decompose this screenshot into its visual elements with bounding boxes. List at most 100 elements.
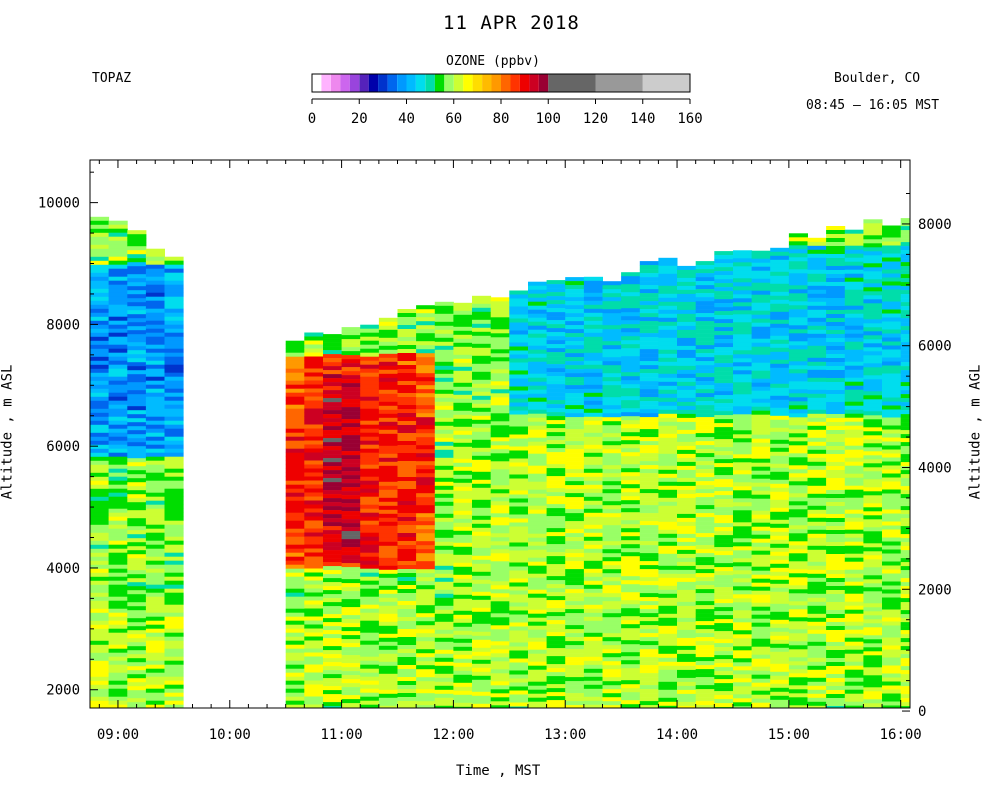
ozone-cell (416, 397, 436, 402)
ozone-cell (145, 400, 165, 405)
ozone-cell (714, 639, 734, 644)
ozone-cell (882, 701, 902, 706)
ozone-cell (658, 457, 678, 463)
ozone-cell (863, 439, 883, 444)
ozone-cell (378, 617, 398, 623)
ozone-cell (714, 595, 734, 600)
ozone-cell (807, 301, 827, 307)
ozone-cell (341, 695, 361, 700)
ozone-cell (751, 378, 771, 383)
ozone-cell (378, 605, 398, 611)
ozone-cell (807, 257, 827, 263)
ozone-cell (416, 661, 436, 666)
ozone-cell (788, 541, 808, 546)
ozone-cell (127, 514, 147, 519)
ozone-cell (323, 434, 343, 439)
ozone-cell (788, 401, 808, 406)
ozone-cell (434, 649, 454, 655)
ozone-cell (341, 607, 361, 612)
ozone-cell (733, 386, 753, 391)
ozone-cell (714, 307, 734, 312)
ozone-cell (882, 401, 902, 406)
ozone-cell (285, 612, 305, 617)
ozone-cell (658, 693, 678, 699)
ozone-cell (108, 268, 128, 273)
ozone-cell (565, 473, 585, 478)
ozone-cell (453, 534, 473, 540)
ozone-cell (639, 357, 659, 362)
ozone-cell (751, 674, 771, 679)
ozone-cell (472, 539, 492, 545)
ozone-cell (695, 405, 715, 410)
ozone-cell (826, 538, 846, 543)
y-left-tick-label: 2000 (46, 683, 80, 699)
ozone-cell (751, 682, 771, 687)
ozone-cell (509, 670, 529, 675)
ozone-cell (434, 681, 454, 687)
ozone-cell (397, 645, 417, 650)
ozone-cell (733, 590, 753, 595)
ozone-cell (360, 620, 380, 625)
ozone-cell (565, 553, 585, 558)
ozone-cell (621, 356, 641, 361)
ozone-cell (807, 321, 827, 327)
x-tick-label: 16:00 (880, 727, 922, 743)
ozone-cell (528, 473, 548, 478)
ozone-cell (565, 309, 585, 314)
ozone-cell (900, 506, 911, 511)
ozone-cell (108, 644, 128, 649)
ozone-cell (565, 305, 585, 310)
ozone-cell (863, 251, 883, 256)
ozone-cell (546, 576, 566, 581)
ozone-cell (788, 605, 808, 610)
ozone-cell (546, 352, 566, 357)
ozone-cell (490, 489, 510, 494)
ozone-cell (788, 669, 808, 674)
ozone-cell (677, 309, 697, 315)
ozone-cell (285, 620, 305, 625)
ozone-cell (583, 492, 603, 498)
ozone-cell (108, 608, 128, 613)
ozone-cell (807, 509, 827, 515)
ozone-cell (695, 385, 715, 390)
ozone-cell (826, 302, 846, 307)
ozone-cell (145, 696, 165, 701)
ozone-cell (602, 669, 622, 674)
ozone-cell (863, 407, 883, 412)
ozone-cell (360, 568, 380, 573)
ozone-cell (863, 667, 883, 672)
ozone-cell (639, 609, 659, 614)
ozone-cell (323, 634, 343, 639)
ozone-cell (509, 694, 529, 699)
ozone-cell (434, 441, 454, 447)
ozone-cell (807, 261, 827, 267)
ozone-cell (788, 681, 808, 686)
ozone-cell (453, 422, 473, 428)
ozone-cell (695, 365, 715, 370)
ozone-cell (528, 573, 548, 578)
ozone-cell (360, 356, 380, 361)
ozone-cell (509, 654, 529, 659)
ozone-cell (658, 617, 678, 623)
ozone-cell (323, 386, 343, 391)
ozone-cell (341, 703, 361, 708)
ozone-cell (565, 597, 585, 602)
ozone-cell (882, 389, 902, 394)
ozone-cell (285, 652, 305, 657)
ozone-cell (677, 333, 697, 339)
ozone-cell (602, 637, 622, 642)
ozone-cell (677, 289, 697, 295)
ozone-cell (528, 333, 548, 338)
ozone-cell (602, 285, 622, 290)
ozone-cell (453, 434, 473, 440)
ozone-cell (677, 285, 697, 291)
ozone-cell (770, 431, 790, 437)
ozone-cell (807, 529, 827, 535)
ozone-cell (639, 693, 659, 698)
ozone-cell (900, 314, 911, 319)
ozone-cell (751, 306, 771, 311)
ozone-cell (472, 519, 492, 525)
ozone-cell (164, 588, 184, 593)
ozone-cell (733, 442, 753, 447)
ozone-cell (164, 640, 184, 645)
